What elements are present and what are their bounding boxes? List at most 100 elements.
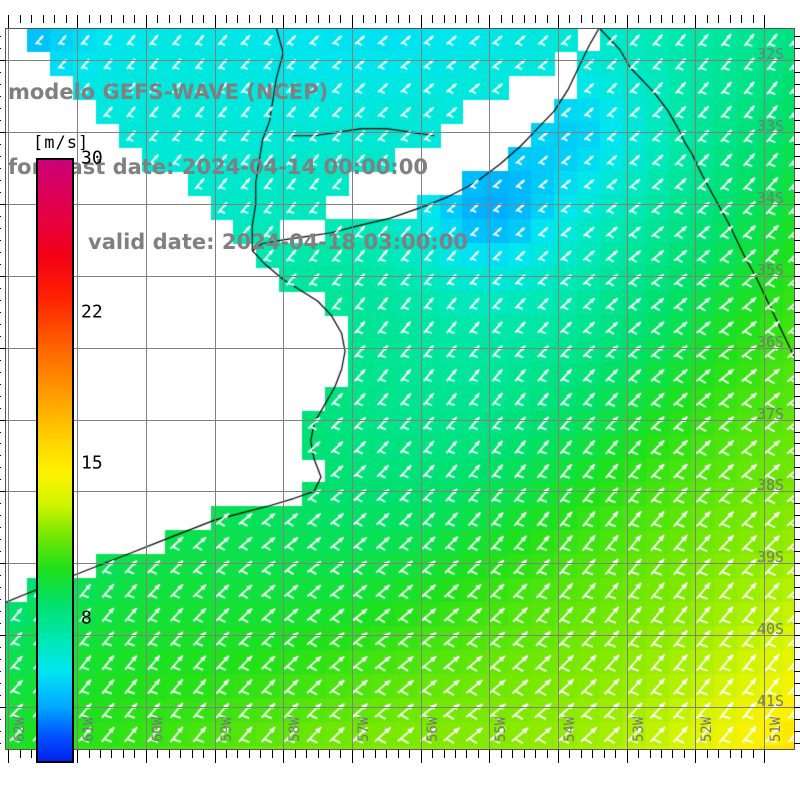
axis-tick	[794, 252, 800, 253]
axis-tick	[444, 750, 445, 758]
bottom-tick-ruler	[5, 750, 795, 764]
axis-tick	[0, 156, 1, 157]
axis-tick	[249, 750, 250, 758]
lat-label-40S: 40S	[757, 620, 785, 639]
axis-tick	[794, 731, 800, 732]
lon-label-52W: 52W	[699, 716, 716, 742]
axis-tick	[77, 15, 78, 28]
axis-tick	[684, 15, 685, 23]
axis-tick	[794, 408, 800, 409]
axis-tick	[615, 15, 616, 23]
axis-tick	[0, 60, 6, 61]
axis-tick	[0, 180, 1, 181]
axis-tick	[794, 204, 800, 205]
axis-tick	[466, 15, 467, 23]
axis-tick	[455, 750, 456, 758]
axis-tick	[592, 15, 593, 23]
axis-tick	[718, 750, 719, 758]
axis-tick	[226, 750, 227, 758]
axis-tick	[0, 491, 6, 492]
axis-tick	[794, 467, 800, 468]
figure-title-block: modelo GEFS-WAVE (NCEP) forecast date: 2…	[8, 30, 548, 305]
axis-tick	[558, 750, 559, 763]
lat-label-37S: 37S	[757, 404, 785, 423]
axis-tick	[0, 252, 1, 253]
axis-tick	[375, 750, 376, 758]
gridline-lat	[5, 707, 795, 708]
axis-tick	[794, 707, 800, 708]
axis-tick	[794, 240, 800, 241]
axis-tick	[318, 750, 319, 758]
colorbar-unit-label: [m/s]	[33, 133, 90, 153]
axis-tick	[134, 15, 135, 23]
axis-tick	[146, 15, 147, 28]
axis-tick	[0, 503, 1, 504]
lat-label-34S: 34S	[757, 189, 785, 207]
axis-tick	[638, 750, 639, 758]
colorbar-gradient	[36, 158, 74, 763]
axis-tick	[455, 15, 456, 23]
axis-tick	[444, 15, 445, 23]
axis-tick	[272, 750, 273, 758]
axis-tick	[226, 15, 227, 23]
axis-tick	[0, 420, 6, 421]
gridline-lat	[5, 491, 795, 492]
axis-tick	[547, 750, 548, 758]
gridline-lon	[77, 28, 78, 750]
axis-tick	[0, 396, 1, 397]
axis-tick	[100, 750, 101, 758]
right-tick-ruler	[794, 28, 800, 750]
axis-tick	[794, 132, 800, 133]
gridline-lat	[5, 420, 795, 421]
axis-tick	[192, 750, 193, 758]
axis-tick	[363, 750, 364, 758]
gridline-lon	[695, 28, 696, 750]
axis-tick	[753, 750, 754, 758]
axis-tick	[409, 15, 410, 23]
axis-tick	[535, 750, 536, 758]
axis-tick	[0, 228, 1, 229]
axis-tick	[718, 15, 719, 23]
lat-label-38S: 38S	[757, 476, 785, 495]
axis-tick	[0, 120, 1, 121]
axis-tick	[0, 84, 1, 85]
gridline-lon	[489, 28, 490, 750]
axis-tick	[0, 300, 1, 301]
axis-tick	[249, 15, 250, 23]
gridline-lat	[5, 276, 795, 277]
axis-tick	[146, 750, 147, 763]
axis-tick	[512, 15, 513, 23]
axis-tick	[0, 455, 1, 456]
gridline-lat	[5, 132, 795, 133]
axis-tick	[0, 204, 6, 205]
axis-tick	[0, 635, 6, 636]
axis-tick	[0, 348, 6, 349]
axis-tick	[8, 15, 9, 28]
axis-tick	[0, 443, 1, 444]
colorbar-tick-8: 8	[81, 607, 92, 629]
axis-tick	[0, 479, 1, 480]
gridline-lon	[215, 28, 216, 750]
axis-tick	[295, 15, 296, 23]
axis-tick	[0, 647, 1, 648]
axis-tick	[794, 276, 800, 277]
axis-tick	[794, 611, 800, 612]
axis-tick	[409, 750, 410, 758]
axis-tick	[0, 336, 1, 337]
axis-tick	[20, 750, 21, 758]
axis-tick	[730, 750, 731, 758]
axis-tick	[794, 324, 800, 325]
axis-tick	[794, 719, 800, 720]
axis-tick	[558, 15, 559, 28]
axis-tick	[478, 750, 479, 758]
axis-tick	[340, 750, 341, 758]
axis-tick	[794, 587, 800, 588]
axis-tick	[0, 707, 6, 708]
gridline-lat	[5, 635, 795, 636]
lat-label-41S: 41S	[757, 691, 785, 710]
axis-tick	[0, 695, 1, 696]
lon-label-58W: 58W	[287, 716, 304, 742]
axis-tick	[31, 15, 32, 23]
axis-tick	[215, 15, 216, 28]
axis-tick	[535, 15, 536, 23]
